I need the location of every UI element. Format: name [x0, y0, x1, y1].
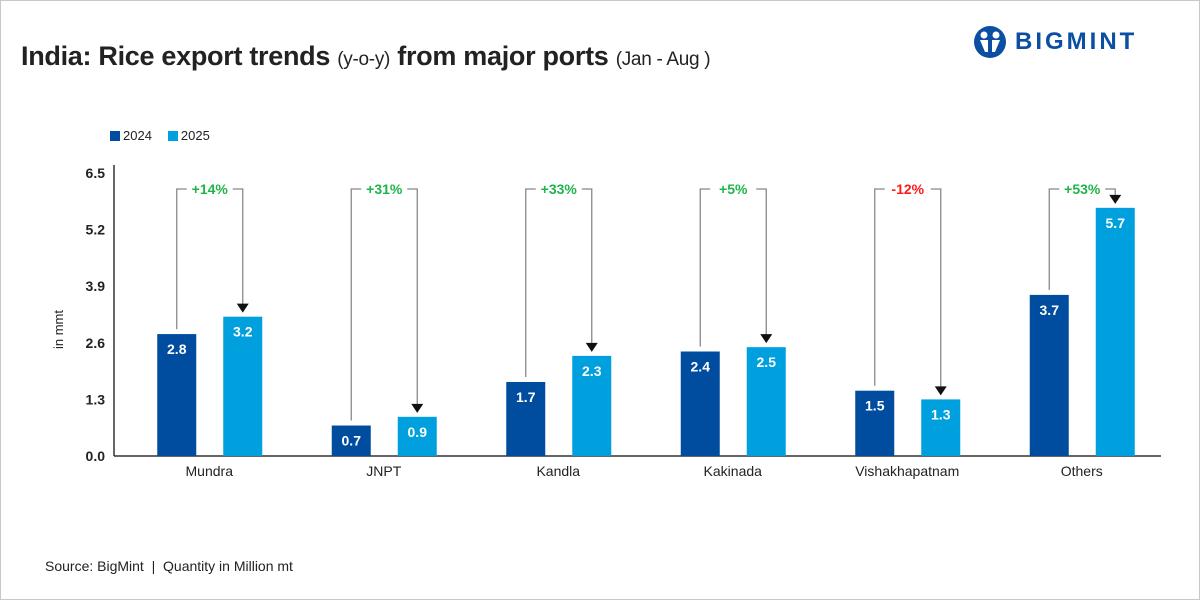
y-axis-label: in mmt [51, 310, 66, 349]
x-tick-label: Kakinada [704, 463, 763, 479]
arrow-down-icon [236, 303, 249, 313]
data-label: 2.5 [757, 354, 777, 370]
y-tick-label: 3.9 [86, 278, 106, 294]
source-note: Source: BigMint | Quantity in Million mt [45, 558, 293, 574]
data-label: 5.7 [1106, 215, 1126, 231]
bar-2025-mundra [223, 316, 263, 456]
title-yoy: (y-o-y) [337, 49, 391, 70]
yoy-change-label: +14% [192, 181, 229, 197]
title-period: (Jan - Aug ) [615, 49, 711, 70]
legend-label: 2025 [180, 128, 210, 143]
bar-2025-kakinada [746, 347, 786, 456]
logo-text: BIGMINT [1015, 28, 1138, 55]
data-label: 1.3 [931, 406, 951, 422]
legend: 2024 2025 [110, 128, 210, 143]
x-tick-label: Mundra [186, 463, 234, 479]
bar-2025-kandla [572, 355, 612, 456]
legend-item-2025: 2025 [167, 128, 210, 143]
arrow-down-icon [1109, 194, 1122, 204]
data-label: 1.7 [516, 389, 536, 405]
data-label: 0.7 [342, 433, 362, 449]
arrow-down-icon [411, 403, 424, 413]
yoy-change-label: -12% [891, 181, 924, 197]
data-label: 3.7 [1040, 302, 1060, 318]
bigmint-logo: BIGMINT [973, 25, 1137, 59]
legend-label: 2024 [123, 128, 152, 143]
yoy-bracket [1048, 188, 1116, 290]
title-text: India: Rice export trends [21, 41, 338, 71]
bar-2025-jnpt [397, 416, 437, 456]
bar-2024-kandla [506, 381, 546, 456]
legend-swatch [110, 131, 120, 141]
yoy-change-label: +53% [1064, 181, 1101, 197]
bar-2024-vishakhapatnam [855, 390, 895, 456]
yoy-change-label: +5% [719, 181, 748, 197]
x-tick-label: Others [1061, 463, 1103, 479]
data-label: 2.8 [167, 341, 187, 357]
logo-icon [974, 26, 1006, 58]
bar-2024-others [1029, 294, 1069, 456]
arrow-down-icon [934, 386, 947, 396]
bar-2024-jnpt [331, 425, 371, 456]
y-tick-label: 5.2 [86, 222, 106, 238]
y-tick-label: 1.3 [86, 391, 106, 407]
yoy-bracket [699, 188, 767, 347]
yoy-bracket [525, 188, 593, 377]
bar-2024-kakinada [680, 351, 720, 456]
data-label: 2.3 [582, 363, 602, 379]
plot-area: 0.0 1.3 2.6 3.9 5.2 6.5 in mmt Mundra 2.8 3.2 +14%… [51, 165, 1161, 479]
bar-2025-vishakhapatnam [921, 399, 961, 456]
y-tick-label: 6.5 [86, 165, 106, 181]
yoy-bracket [350, 188, 418, 421]
x-tick-label: Vishakhapatnam [855, 463, 959, 479]
legend-item-2024: 2024 [110, 128, 152, 143]
yoy-bracket [176, 188, 244, 330]
y-tick-label: 0.0 [86, 448, 106, 464]
data-label: 0.9 [408, 424, 428, 440]
arrow-down-icon [760, 334, 773, 344]
data-label: 1.5 [865, 398, 885, 414]
data-label: 2.4 [691, 359, 711, 375]
arrow-down-icon [585, 342, 598, 352]
yoy-change-label: +31% [366, 181, 403, 197]
chart-title: India: Rice export trends (y-o-y) from m… [21, 41, 711, 72]
bar-2025-others [1095, 207, 1135, 456]
yoy-bracket [874, 188, 942, 388]
yoy-change-label: +33% [541, 181, 578, 197]
x-tick-label: Kandla [536, 463, 580, 479]
title-text-2: from major ports [390, 41, 616, 71]
legend-swatch [167, 131, 178, 141]
data-label: 3.2 [233, 324, 253, 340]
y-tick-label: 2.6 [86, 335, 106, 351]
bar-2024-mundra [157, 334, 197, 456]
x-tick-label: JNPT [366, 463, 401, 479]
